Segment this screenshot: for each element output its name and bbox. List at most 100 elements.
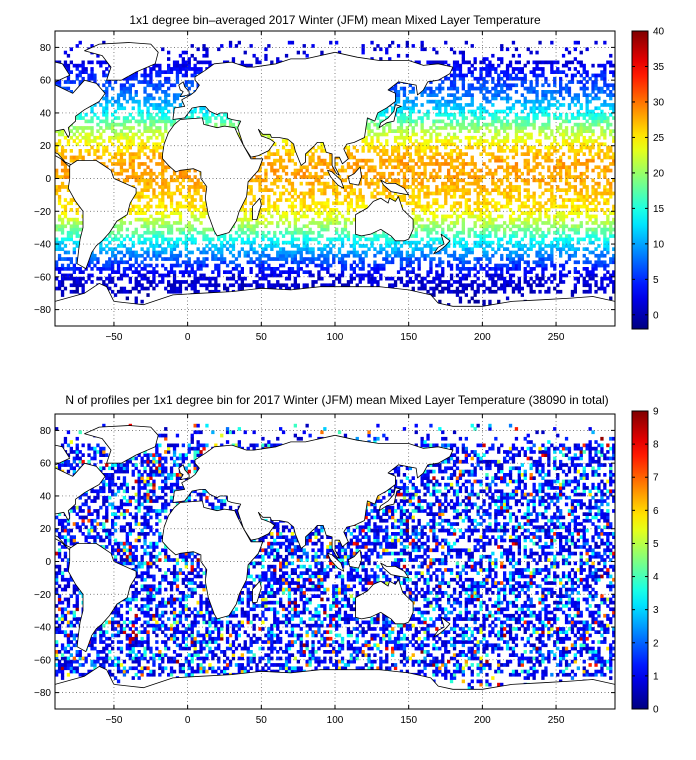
- data-cell: [63, 237, 68, 242]
- data-cell: [553, 214, 557, 219]
- data-cell: [405, 145, 409, 150]
- data-cell: [597, 237, 601, 242]
- data-cell: [561, 244, 566, 248]
- data-cell: [582, 253, 586, 258]
- data-cell: [290, 270, 295, 274]
- data-cell: [155, 149, 159, 153]
- data-cell: [146, 171, 150, 176]
- data-cell: [172, 270, 177, 274]
- data-cell: [597, 263, 601, 268]
- data-cell: [69, 234, 73, 238]
- data-cell: [461, 276, 465, 281]
- data-cell: [432, 280, 436, 284]
- data-cell: [544, 263, 548, 268]
- data-cell: [93, 253, 97, 258]
- data-cell: [113, 253, 118, 258]
- data-cell: [72, 221, 76, 225]
- data-cell: [261, 247, 265, 251]
- data-cell: [600, 191, 604, 196]
- data-cell: [573, 165, 577, 170]
- data-cell: [116, 122, 121, 127]
- data-cell: [606, 283, 610, 288]
- data-cell: [276, 237, 280, 242]
- data-cell: [267, 162, 271, 166]
- data-cell: [63, 224, 68, 229]
- data-cell: [391, 149, 395, 153]
- data-cell: [482, 267, 486, 271]
- data-cell: [570, 132, 575, 137]
- data-cell: [314, 204, 318, 209]
- data-cell: [143, 211, 147, 215]
- data-cell: [396, 149, 401, 153]
- data-cell: [305, 175, 309, 179]
- data-cell: [538, 234, 542, 238]
- data-cell: [57, 257, 62, 261]
- data-cell: [187, 208, 191, 212]
- data-cell: [414, 171, 418, 176]
- data-cell: [69, 149, 73, 153]
- data-cell: [90, 280, 94, 284]
- data-cell: [402, 240, 407, 245]
- data-cell: [532, 158, 536, 163]
- data-cell: [161, 171, 165, 176]
- data-cell: [63, 175, 68, 179]
- data-cell: [414, 185, 418, 189]
- data-cell: [402, 142, 407, 147]
- data-cell: [122, 244, 127, 248]
- data-cell: [523, 139, 527, 143]
- data-cell: [491, 253, 495, 258]
- data-cell: [125, 145, 129, 150]
- data-cell: [202, 208, 206, 212]
- data-cell: [382, 247, 386, 251]
- data-cell: [178, 286, 183, 291]
- data-cell: [594, 227, 598, 232]
- data-cell: [78, 267, 82, 271]
- data-cell: [323, 244, 327, 248]
- data-cell: [597, 257, 601, 261]
- data-cell: [517, 280, 521, 284]
- data-cell: [178, 237, 183, 242]
- data-cell: [370, 244, 374, 248]
- data-cell: [535, 250, 539, 255]
- data-cell: [505, 198, 510, 202]
- data-cell: [449, 194, 454, 199]
- data-cell: [585, 188, 589, 192]
- data-cell: [267, 201, 271, 206]
- data-cell: [199, 221, 203, 225]
- data-cell: [223, 234, 227, 238]
- data-cell: [93, 152, 97, 156]
- data-cell: [172, 263, 177, 268]
- data-cell: [55, 247, 59, 251]
- data-cell: [320, 142, 324, 147]
- data-cell: [523, 221, 527, 225]
- data-cell: [205, 234, 209, 238]
- data-cell: [276, 240, 280, 245]
- data-cell: [582, 178, 586, 183]
- data-cell: [594, 247, 598, 251]
- data-cell: [603, 237, 607, 242]
- data-cell: [447, 178, 451, 183]
- data-cell: [567, 155, 572, 160]
- data-cell: [511, 217, 516, 222]
- data-cell: [435, 185, 439, 189]
- data-cell: [452, 175, 457, 179]
- data-cell: [87, 135, 91, 140]
- data-cell: [526, 198, 530, 202]
- data-cell: [249, 230, 253, 235]
- data-cell: [473, 293, 477, 297]
- data-cell: [399, 194, 404, 199]
- data-cell: [514, 149, 519, 153]
- data-cell: [485, 253, 489, 258]
- data-cell: [420, 126, 424, 130]
- data-cell: [609, 230, 613, 235]
- data-cell: [382, 191, 386, 196]
- data-cell: [355, 250, 359, 255]
- data-cell: [505, 253, 510, 258]
- data-cell: [382, 129, 386, 133]
- data-cell: [149, 185, 153, 189]
- data-cell: [66, 221, 71, 225]
- data-cell: [535, 240, 539, 245]
- data-cell: [143, 178, 147, 183]
- data-cell: [505, 204, 510, 209]
- data-cell: [293, 162, 297, 166]
